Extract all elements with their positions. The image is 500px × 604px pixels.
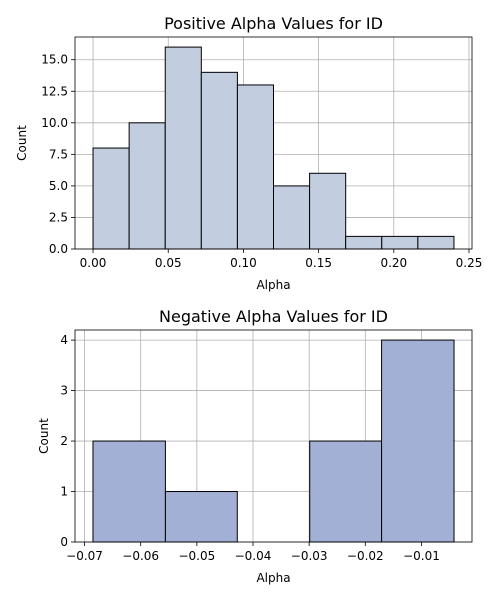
y-tick-label: 0.0 [49, 242, 68, 256]
negative-alpha-histogram: −0.07 −0.06 −0.05 −0.04 −0.03 −0.02 −0.01 0 1 2 3… [37, 307, 473, 585]
positive-alpha-histogram: 0.00 0.05 0.10 0.15 0.20 0.25 0.0 2.5 5.0 7.5 10.… [15, 14, 482, 292]
x-axis-label: Alpha [256, 278, 290, 292]
histogram-bar [345, 235, 383, 250]
histogram-bar [128, 122, 166, 250]
y-ticks: 0 1 2 3 4 [60, 333, 75, 549]
x-ticks: 0.00 0.05 0.10 0.15 0.20 0.25 [80, 249, 483, 270]
histogram-bar [164, 46, 202, 250]
plot-frame [74, 36, 473, 250]
bars [92, 46, 455, 250]
histogram-bar [273, 185, 311, 250]
y-tick-label: 2.5 [49, 210, 68, 224]
y-tick-label: 2 [60, 434, 68, 448]
histogram-bar [381, 339, 455, 543]
x-tick-label: −0.07 [66, 549, 103, 563]
y-tick-label: 10.0 [41, 116, 68, 130]
histogram-bar [92, 440, 166, 543]
x-tick-label: 0.25 [456, 256, 483, 270]
histogram-bar [309, 172, 347, 250]
x-tick-label: −0.03 [291, 549, 328, 563]
histogram-bar [92, 147, 130, 250]
x-ticks: −0.07 −0.06 −0.05 −0.04 −0.03 −0.02 −0.01 [66, 542, 440, 563]
y-axis-label: Count [15, 125, 29, 161]
y-axis-label: Count [37, 418, 51, 454]
bars [92, 339, 455, 543]
chart-title: Positive Alpha Values for ID [164, 14, 383, 33]
y-tick-label: 4 [60, 333, 68, 347]
y-tick-label: 0 [60, 535, 68, 549]
x-tick-label: 0.20 [380, 256, 407, 270]
x-axis-label: Alpha [256, 571, 290, 585]
histogram-bar [236, 84, 274, 250]
x-tick-label: 0.15 [305, 256, 332, 270]
x-tick-label: −0.02 [347, 549, 384, 563]
y-tick-label: 12.5 [41, 84, 68, 98]
x-tick-label: −0.05 [178, 549, 215, 563]
x-tick-label: 0.05 [155, 256, 182, 270]
y-ticks: 0.0 2.5 5.0 7.5 10.0 12.5 15.0 [41, 53, 75, 256]
y-tick-label: 15.0 [41, 53, 68, 67]
x-tick-label: −0.06 [122, 549, 159, 563]
y-tick-label: 1 [60, 485, 68, 499]
x-tick-label: −0.04 [235, 549, 272, 563]
histogram-bar [164, 491, 238, 543]
y-tick-label: 5.0 [49, 179, 68, 193]
histogram-bar [200, 71, 238, 250]
y-tick-label: 3 [60, 384, 68, 398]
y-tick-label: 7.5 [49, 147, 68, 161]
plot-frame [74, 329, 473, 543]
x-tick-label: −0.01 [403, 549, 440, 563]
x-tick-label: 0.00 [80, 256, 107, 270]
chart-title: Negative Alpha Values for ID [159, 307, 388, 326]
histogram-bar [309, 440, 383, 543]
x-tick-label: 0.10 [230, 256, 257, 270]
histogram-bar [381, 235, 419, 250]
histogram-bar [417, 235, 455, 250]
